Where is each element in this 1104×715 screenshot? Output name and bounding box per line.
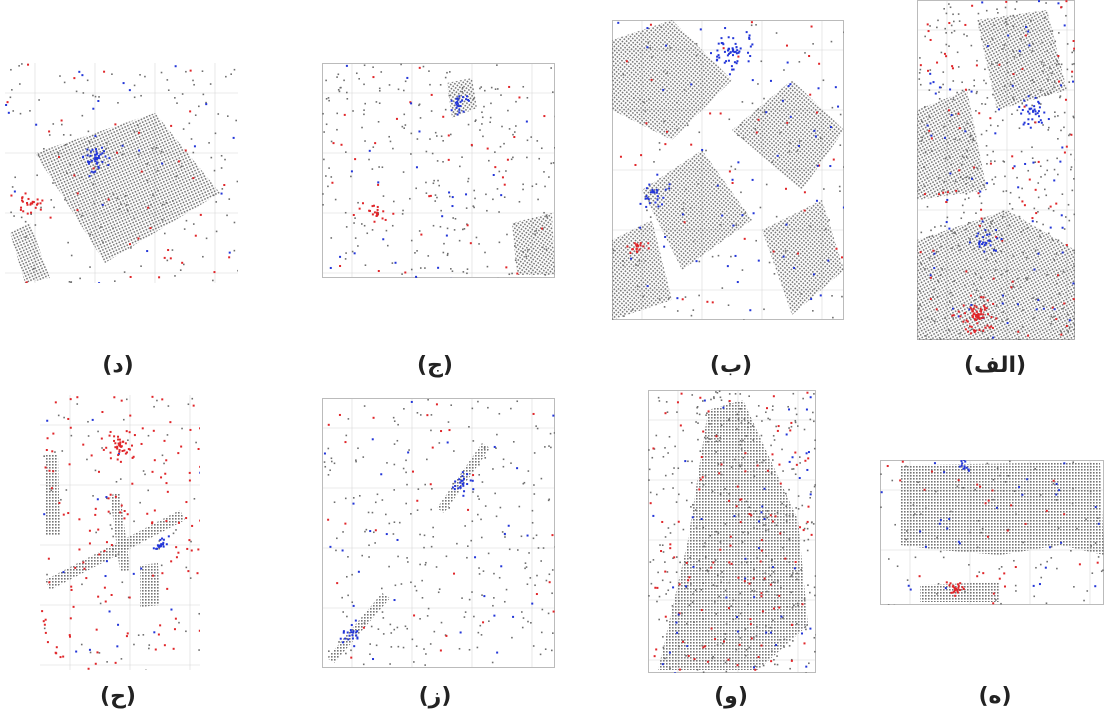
panel-j-image xyxy=(322,63,555,278)
panel-a-image xyxy=(917,0,1075,340)
panel-d-label: (د) xyxy=(102,353,134,378)
panel-e-label: (ه) xyxy=(978,684,1012,709)
panel-z-image xyxy=(322,398,555,668)
panel-b-label: (ب) xyxy=(709,353,753,378)
panel-v-label: (و) xyxy=(714,684,748,709)
panel-h-image xyxy=(40,395,200,670)
panel-z-label: (ز) xyxy=(418,684,452,709)
panel-a-label: (الف) xyxy=(963,353,1027,378)
panel-h-label: (ح) xyxy=(100,684,136,709)
panel-e-image xyxy=(880,460,1104,605)
panel-b-image xyxy=(612,20,844,320)
panel-j-label: (ج) xyxy=(417,353,453,378)
panel-d-image xyxy=(5,63,238,283)
panel-v-image xyxy=(648,390,816,673)
